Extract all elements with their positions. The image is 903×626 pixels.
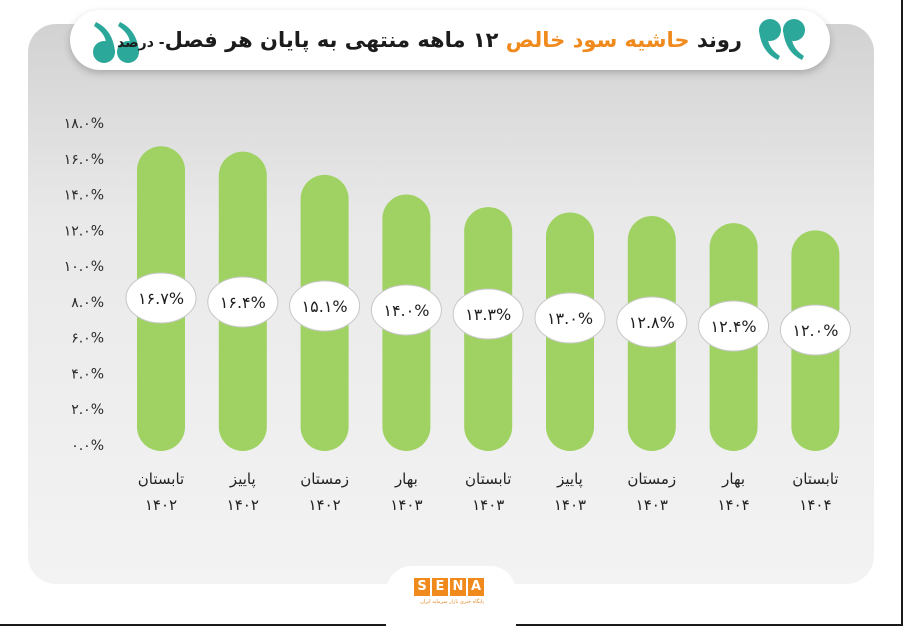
value-label-bubble [452, 288, 524, 340]
value-label-bubble [698, 300, 770, 352]
y-tick-label: ۱۰.۰% [64, 259, 104, 275]
value-label-bubble [616, 296, 688, 348]
x-tick-label: بهار [721, 470, 745, 488]
x-tick-label: ۱۴۰۳ [390, 496, 422, 514]
x-tick-label: تابستان [792, 470, 838, 488]
y-tick-label: ۱۴.۰% [64, 188, 104, 204]
logo-tab [386, 566, 516, 626]
y-tick-label: ۱۸.۰% [64, 116, 104, 132]
title-pill [70, 10, 830, 70]
logo-letter: A [468, 578, 484, 596]
logo-letter: E [432, 578, 448, 596]
x-tick-label: ۱۴۰۴ [799, 496, 831, 514]
x-tick-label: ۱۴۰۳ [636, 496, 668, 514]
data-label: ۱۵.۱% [302, 297, 348, 316]
chart-title: روند حاشیه سود خالص ۱۲ ماهه منتهی به پای… [117, 10, 742, 70]
title-highlight: حاشیه سود خالص [505, 28, 690, 52]
x-tick-label: ۱۴۰۲ [145, 496, 177, 514]
value-label-bubble [370, 284, 442, 336]
logo-letter: N [450, 578, 466, 596]
x-tick-label: ۱۴۰۳ [554, 496, 586, 514]
y-tick-label: ۰.۰% [71, 438, 104, 454]
data-label: ۱۳.۰% [547, 309, 593, 328]
x-tick-label: ۱۴۰۲ [308, 496, 340, 514]
data-label: ۱۴.۰% [383, 301, 429, 320]
y-tick-label: ۱۶.۰% [64, 152, 104, 168]
title-part1: روند [696, 28, 742, 52]
x-tick-label: بهار [394, 470, 418, 488]
x-tick-label: ۱۴۰۲ [227, 496, 259, 514]
value-label-bubble [125, 272, 197, 324]
value-label-bubble [289, 280, 361, 332]
y-tick-label: ۶.۰% [71, 331, 104, 347]
data-label: ۱۳.۳% [465, 305, 511, 324]
title-unit: - درصد [117, 35, 165, 51]
title-part2: ۱۲ ماهه منتهی به پایان هر فصل [164, 28, 499, 52]
x-tick-label: زمستان [627, 470, 676, 488]
y-tick-label: ۲.۰% [71, 402, 104, 418]
x-tick-label: تابستان [465, 470, 511, 488]
data-label: ۱۶.۴% [220, 293, 266, 312]
y-tick-label: ۱۲.۰% [64, 223, 104, 239]
x-tick-label: زمستان [300, 470, 349, 488]
x-tick-label: تابستان [138, 470, 184, 488]
data-label: ۱۶.۷% [138, 289, 184, 308]
data-label: ۱۲.۴% [711, 317, 757, 336]
value-label-bubble [207, 276, 279, 328]
data-label: ۱۲.۸% [629, 313, 675, 332]
value-label-bubble [779, 304, 851, 356]
y-tick-label: ۴.۰% [71, 366, 104, 382]
data-label: ۱۲.۰% [792, 321, 838, 340]
value-label-bubble [534, 292, 606, 344]
quote-open-icon [756, 14, 810, 68]
x-tick-label: ۱۴۰۳ [472, 496, 504, 514]
x-tick-label: پاییز [229, 470, 256, 489]
y-tick-label: ۸.۰% [71, 295, 104, 311]
quote-close-icon [88, 14, 142, 68]
logo-letter: S [414, 578, 430, 596]
logo-subtitle: پایگاه خبری بازار سرمایه ایران [420, 599, 484, 605]
x-tick-label: ۱۴۰۴ [717, 496, 749, 514]
x-tick-label: پاییز [556, 470, 583, 489]
sena-logo: S E N A پایگاه خبری بازار سرمایه ایران [414, 578, 490, 608]
